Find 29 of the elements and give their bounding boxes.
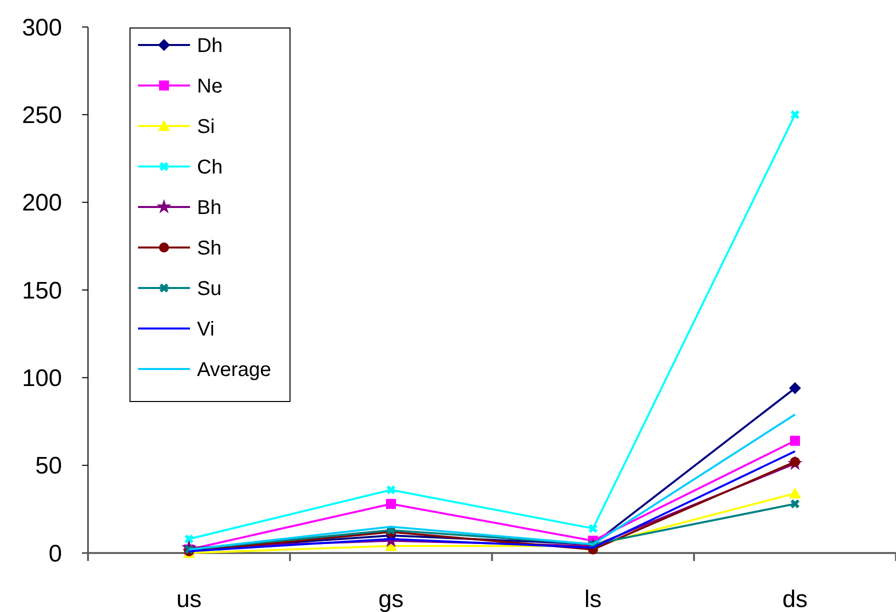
point [386, 498, 396, 509]
x-tick-label: gs [378, 586, 404, 612]
point [386, 485, 396, 494]
point [789, 487, 801, 498]
legend-label: Vi [197, 318, 214, 340]
y-tick-label: 200 [22, 190, 62, 217]
legend-label: Dh [197, 35, 223, 57]
point [790, 499, 800, 508]
point [184, 534, 194, 544]
y-tick-label: 50 [35, 452, 62, 480]
legend-label: Ch [197, 156, 223, 178]
y-tick-label: 0 [48, 540, 62, 568]
legend-label: Bh [197, 197, 222, 219]
legend-label: Su [197, 278, 222, 300]
point [789, 382, 801, 394]
x-tick-label: ls [584, 586, 602, 612]
x-tick-label: us [176, 586, 202, 612]
x-tick-label: ds [782, 586, 808, 612]
y-tick-label: 300 [22, 14, 62, 42]
legend-label: Sh [197, 238, 222, 260]
legend-label: Average [197, 359, 272, 381]
y-tick-label: 100 [22, 365, 62, 392]
y-tick-label: 250 [22, 102, 62, 130]
point [588, 524, 598, 533]
legend-label: Si [197, 116, 215, 138]
legend-label: Ne [197, 76, 223, 98]
y-tick-label: 150 [22, 277, 62, 304]
point [790, 436, 800, 446]
point [790, 110, 800, 120]
